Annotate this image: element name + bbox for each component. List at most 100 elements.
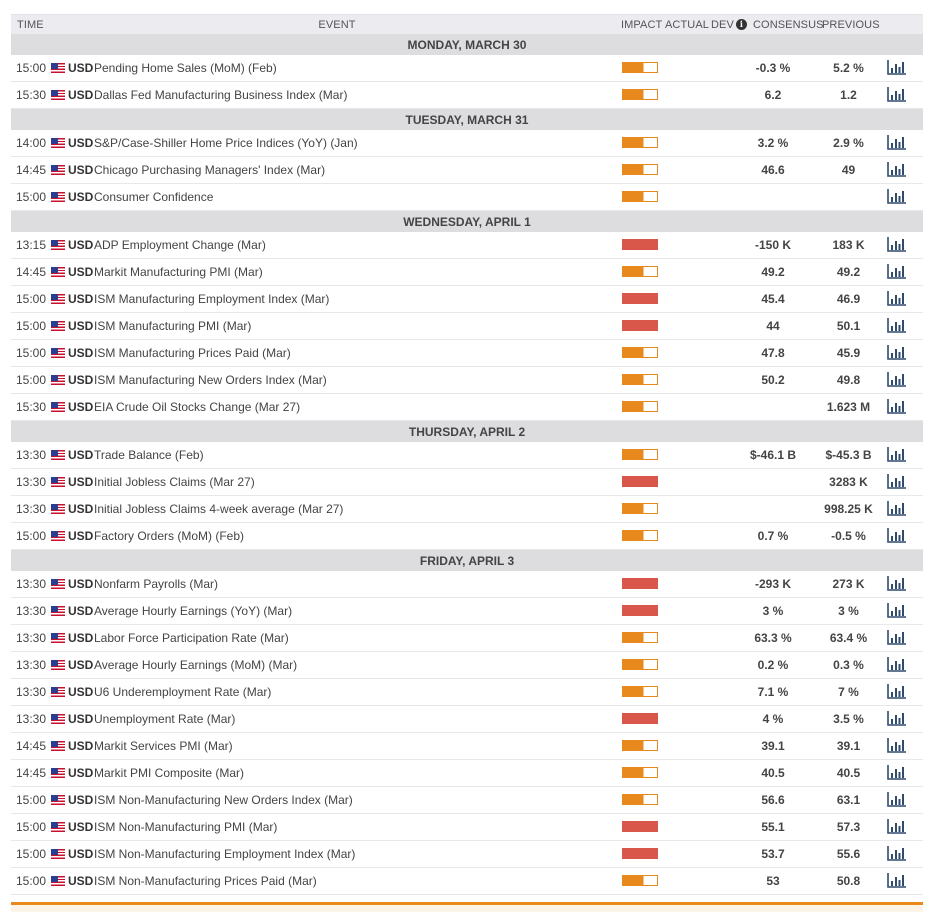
- event-row[interactable]: 15:30 USD Dallas Fed Manufacturing Busin…: [11, 82, 923, 109]
- event-name[interactable]: ISM Manufacturing Prices Paid (Mar): [94, 346, 291, 360]
- event-name[interactable]: Pending Home Sales (MoM) (Feb): [94, 61, 277, 75]
- bar-chart-icon[interactable]: [886, 344, 908, 361]
- bar-chart-icon[interactable]: [886, 500, 908, 517]
- event-name[interactable]: Markit Services PMI (Mar): [94, 739, 233, 753]
- bar-chart-icon[interactable]: [886, 161, 908, 178]
- impact-bar-medium: [622, 449, 658, 460]
- event-name[interactable]: Factory Orders (MoM) (Feb): [94, 529, 245, 543]
- bar-chart-icon[interactable]: [886, 656, 908, 673]
- event-name[interactable]: Markit Manufacturing PMI (Mar): [94, 265, 263, 279]
- event-row[interactable]: 14:45 USD Markit PMI Composite (Mar) 40.…: [11, 760, 923, 787]
- bar-chart-icon[interactable]: [886, 872, 908, 889]
- bar-chart-icon[interactable]: [886, 710, 908, 727]
- event-row[interactable]: 15:00 USD ISM Manufacturing Employment I…: [11, 286, 923, 313]
- bar-chart-icon[interactable]: [886, 188, 908, 205]
- event-name[interactable]: Markit PMI Composite (Mar): [94, 766, 245, 780]
- event-name[interactable]: Average Hourly Earnings (MoM) (Mar): [94, 658, 298, 672]
- bar-chart-icon[interactable]: [886, 737, 908, 754]
- event-row[interactable]: 14:00 USD S&P/Case-Shiller Home Price In…: [11, 130, 923, 157]
- bar-chart-icon[interactable]: [886, 317, 908, 334]
- bar-chart-icon[interactable]: [886, 791, 908, 808]
- event-previous: 2.9 %: [833, 136, 864, 150]
- bar-chart-icon[interactable]: [886, 845, 908, 862]
- event-name[interactable]: ISM Non-Manufacturing New Orders Index (…: [94, 793, 353, 807]
- bar-chart-icon[interactable]: [886, 134, 908, 151]
- event-name[interactable]: Average Hourly Earnings (YoY) (Mar): [94, 604, 293, 618]
- bar-chart-icon[interactable]: [886, 290, 908, 307]
- event-row[interactable]: 13:30 USD Average Hourly Earnings (MoM) …: [11, 652, 923, 679]
- event-row[interactable]: 15:00 USD ISM Manufacturing New Orders I…: [11, 367, 923, 394]
- event-row[interactable]: 15:00 USD ISM Manufacturing PMI (Mar) 44…: [11, 313, 923, 340]
- event-row[interactable]: 13:30 USD Labor Force Participation Rate…: [11, 625, 923, 652]
- event-consensus: 44: [766, 319, 780, 333]
- event-consensus: 47.8: [761, 346, 785, 360]
- event-name[interactable]: ADP Employment Change (Mar): [94, 238, 266, 252]
- bar-chart-icon[interactable]: [886, 473, 908, 490]
- event-name[interactable]: Initial Jobless Claims 4-week average (M…: [94, 502, 344, 516]
- bar-chart-icon[interactable]: [886, 86, 908, 103]
- event-name[interactable]: Trade Balance (Feb): [94, 448, 204, 462]
- bar-chart-icon[interactable]: [886, 575, 908, 592]
- event-time: 13:30: [16, 502, 47, 516]
- event-row[interactable]: 15:30 USD EIA Crude Oil Stocks Change (M…: [11, 394, 923, 421]
- event-row[interactable]: 13:30 USD Initial Jobless Claims (Mar 27…: [11, 469, 923, 496]
- impact-bar-medium: [622, 632, 658, 643]
- bar-chart-icon[interactable]: [886, 236, 908, 253]
- event-row[interactable]: 13:15 USD ADP Employment Change (Mar) -1…: [11, 232, 923, 259]
- bar-chart-icon[interactable]: [886, 764, 908, 781]
- event-row[interactable]: 15:00 USD ISM Non-Manufacturing Prices P…: [11, 868, 923, 895]
- event-name[interactable]: Initial Jobless Claims (Mar 27): [94, 475, 255, 489]
- event-row[interactable]: 15:00 USD ISM Non-Manufacturing Employme…: [11, 841, 923, 868]
- bar-chart-icon[interactable]: [886, 398, 908, 415]
- event-name[interactable]: ISM Non-Manufacturing Employment Index (…: [94, 847, 356, 861]
- event-row[interactable]: 13:30 USD Average Hourly Earnings (YoY) …: [11, 598, 923, 625]
- event-previous: 45.9: [836, 346, 861, 360]
- event-currency: USD: [68, 685, 94, 699]
- bar-chart-icon[interactable]: [886, 629, 908, 646]
- event-name[interactable]: Chicago Purchasing Managers' Index (Mar): [94, 163, 326, 177]
- event-name[interactable]: ISM Manufacturing New Orders Index (Mar): [94, 373, 327, 387]
- event-row[interactable]: 14:45 USD Markit Manufacturing PMI (Mar)…: [11, 259, 923, 286]
- bar-chart-icon[interactable]: [886, 683, 908, 700]
- event-row[interactable]: 14:45 USD Markit Services PMI (Mar) 39.1…: [11, 733, 923, 760]
- bar-chart-icon[interactable]: [886, 371, 908, 388]
- event-name[interactable]: Labor Force Participation Rate (Mar): [94, 631, 289, 645]
- info-icon[interactable]: i: [735, 19, 747, 30]
- event-name[interactable]: ISM Non-Manufacturing PMI (Mar): [94, 820, 278, 834]
- event-row[interactable]: 13:30 USD Nonfarm Payrolls (Mar) -293 K …: [11, 571, 923, 598]
- us-flag-icon: [51, 375, 65, 385]
- impact-bar-medium: [622, 191, 658, 202]
- event-row[interactable]: 15:00 USD Pending Home Sales (MoM) (Feb)…: [11, 55, 923, 82]
- event-row[interactable]: 15:00 USD Consumer Confidence: [11, 184, 923, 211]
- bar-chart-icon[interactable]: [886, 818, 908, 835]
- event-row[interactable]: 14:45 USD Chicago Purchasing Managers' I…: [11, 157, 923, 184]
- event-name[interactable]: ISM Manufacturing Employment Index (Mar): [94, 292, 330, 306]
- bar-chart-icon[interactable]: [886, 446, 908, 463]
- event-name[interactable]: Unemployment Rate (Mar): [94, 712, 236, 726]
- us-flag-icon: [51, 138, 65, 148]
- event-previous: 50.1: [836, 319, 861, 333]
- event-name[interactable]: EIA Crude Oil Stocks Change (Mar 27): [94, 400, 301, 414]
- bar-chart-icon[interactable]: [886, 602, 908, 619]
- event-row[interactable]: 15:00 USD ISM Non-Manufacturing New Orde…: [11, 787, 923, 814]
- event-row[interactable]: 13:30 USD U6 Underemployment Rate (Mar) …: [11, 679, 923, 706]
- event-row[interactable]: 15:00 USD Factory Orders (MoM) (Feb) 0.7…: [11, 523, 923, 550]
- bar-chart-icon[interactable]: [886, 263, 908, 280]
- event-name[interactable]: Dallas Fed Manufacturing Business Index …: [94, 88, 348, 102]
- event-name[interactable]: ISM Non-Manufacturing Prices Paid (Mar): [94, 874, 317, 888]
- event-previous: $-45.3 B: [825, 448, 872, 462]
- event-row[interactable]: 15:00 USD ISM Non-Manufacturing PMI (Mar…: [11, 814, 923, 841]
- event-previous: 50.8: [836, 874, 861, 888]
- event-name[interactable]: S&P/Case-Shiller Home Price Indices (YoY…: [94, 136, 358, 150]
- event-row[interactable]: 13:30 USD Trade Balance (Feb) $-46.1 B $…: [11, 442, 923, 469]
- event-name[interactable]: U6 Underemployment Rate (Mar): [94, 685, 272, 699]
- event-row[interactable]: 15:00 USD ISM Manufacturing Prices Paid …: [11, 340, 923, 367]
- event-name[interactable]: ISM Manufacturing PMI (Mar): [94, 319, 252, 333]
- event-row[interactable]: 13:30 USD Initial Jobless Claims 4-week …: [11, 496, 923, 523]
- bar-chart-icon[interactable]: [886, 59, 908, 76]
- event-currency: USD: [68, 319, 94, 333]
- bar-chart-icon[interactable]: [886, 527, 908, 544]
- event-name[interactable]: Nonfarm Payrolls (Mar): [94, 577, 219, 591]
- event-row[interactable]: 13:30 USD Unemployment Rate (Mar) 4 % 3.…: [11, 706, 923, 733]
- event-name[interactable]: Consumer Confidence: [94, 190, 214, 204]
